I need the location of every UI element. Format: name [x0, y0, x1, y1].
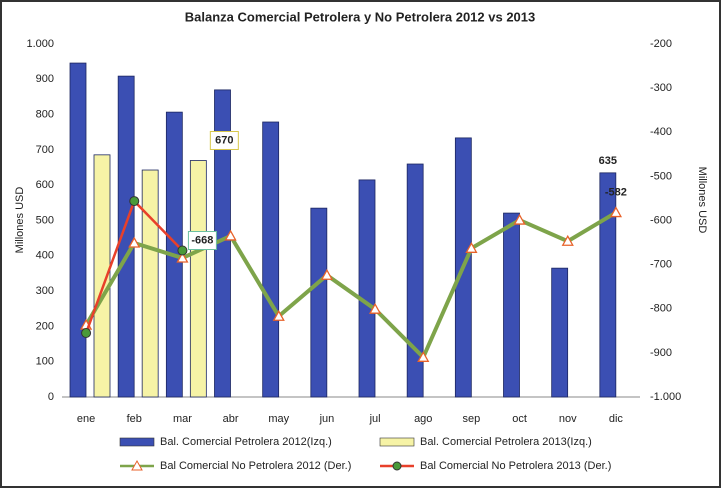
x-tick-label: oct [512, 413, 527, 425]
y-tick-label: 500 [36, 214, 54, 226]
x-tick-label: jul [369, 413, 381, 425]
marker [177, 245, 188, 256]
y2-tick-label: -400 [650, 126, 672, 138]
y2-tick-label: -500 [650, 170, 672, 182]
y-tick-label: 0 [48, 391, 54, 403]
marker [320, 268, 334, 280]
x-tick-label: ago [414, 413, 432, 425]
x-tick-label: mar [173, 413, 192, 425]
marker [272, 309, 285, 321]
x-tick-label: jun [319, 413, 335, 425]
line [84, 210, 617, 361]
y-tick-label: 200 [36, 320, 54, 332]
marker [417, 350, 430, 362]
y2-axis-label: Millones USD [696, 167, 708, 234]
legend-swatch [119, 437, 155, 447]
value-label: 670 [215, 134, 233, 146]
bar [599, 172, 617, 398]
y-axis-label: Millones USD [14, 187, 26, 254]
value-label-box [187, 231, 217, 251]
legend-marker [392, 461, 402, 471]
y2-tick-label: -900 [650, 347, 672, 359]
legend-marker [131, 459, 143, 471]
y-tick-label: 700 [36, 144, 54, 156]
legend-label: Bal Comercial No Petrolera 2013 (Der.) [420, 460, 611, 472]
bar [93, 154, 111, 398]
y2-tick-label: -300 [650, 82, 672, 94]
x-tick-label: feb [127, 413, 142, 425]
x-tick-label: nov [559, 413, 577, 425]
x-tick-label: may [268, 413, 289, 425]
legend-label: Bal Comercial No Petrolera 2012 (Der.) [160, 460, 351, 472]
bar [503, 212, 520, 398]
bar [262, 121, 280, 398]
y2-tick-label: -200 [650, 38, 672, 50]
y-tick-label: 300 [36, 285, 54, 297]
y-tick-label: 800 [36, 109, 54, 121]
marker [224, 229, 237, 241]
legend-swatch [379, 437, 415, 447]
y-tick-label: 1.000 [26, 38, 54, 50]
y-tick-label: 600 [36, 179, 54, 191]
marker [609, 206, 623, 218]
chart-title: Balanza Comercial Petrolera y No Petrole… [185, 9, 535, 24]
value-label: 635 [599, 155, 617, 167]
bar [117, 75, 135, 398]
y2-tick-label: -1.000 [650, 391, 681, 403]
bar [189, 160, 207, 398]
bar [406, 163, 424, 398]
x-tick-label: sep [463, 413, 481, 425]
x-tick-label: dic [609, 413, 624, 425]
y-tick-label: 100 [36, 356, 54, 368]
value-label-box [209, 130, 239, 150]
value-label: -668 [191, 234, 213, 246]
bar [141, 169, 159, 398]
value-label: -582 [605, 186, 627, 198]
marker [465, 241, 478, 253]
y2-tick-label: -700 [650, 259, 672, 271]
marker [513, 213, 526, 225]
bar [69, 62, 87, 398]
y-tick-label: 900 [36, 73, 54, 85]
legend-label: Bal. Comercial Petrolera 2013(Izq.) [420, 436, 592, 448]
marker [561, 234, 574, 246]
legend-label: Bal. Comercial Petrolera 2012(Izq.) [160, 436, 332, 448]
x-tick-label: abr [223, 413, 239, 425]
y2-tick-label: -800 [650, 303, 672, 315]
marker [128, 236, 141, 248]
marker [368, 302, 382, 314]
marker [176, 251, 189, 263]
bar [551, 267, 569, 398]
marker [129, 196, 140, 207]
x-tick-label: ene [77, 413, 95, 425]
y-tick-label: 400 [36, 250, 54, 262]
bar [358, 179, 376, 398]
y2-tick-label: -600 [650, 214, 672, 226]
marker [81, 328, 92, 339]
bar [310, 207, 328, 398]
